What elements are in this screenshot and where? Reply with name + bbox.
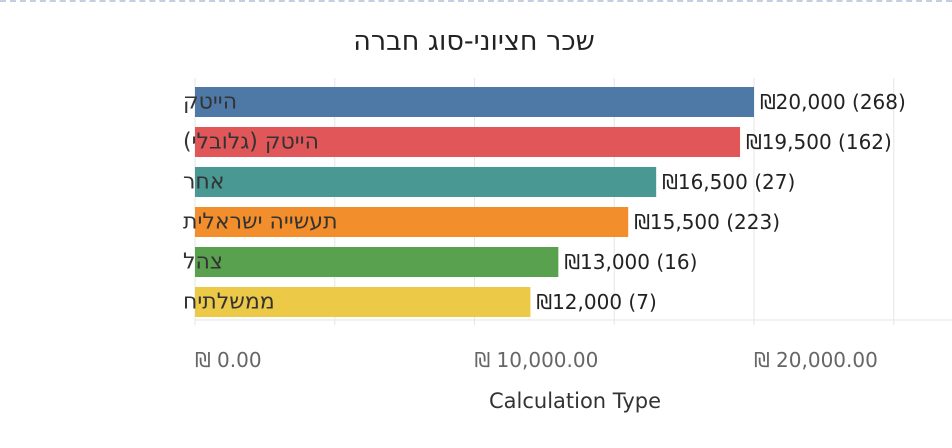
x-axis-title: Calculation Type: [489, 389, 661, 413]
x-tick-label: ₪ 20,000.00: [754, 348, 878, 372]
bar: [195, 287, 531, 317]
bar: [195, 87, 754, 117]
bar: [195, 167, 657, 197]
data-label: ₪19,500 (162): [746, 130, 892, 154]
data-label: ₪20,000 (268): [760, 90, 906, 114]
data-label: ₪15,500 (223): [634, 210, 780, 234]
grid-lines: [194, 78, 952, 325]
x-axis-ticks: ₪ 0.00 ₪ 10,000.00 ₪ 20,000.00: [195, 348, 878, 372]
data-label: ₪13,000 (16): [564, 250, 697, 274]
x-tick-label: ₪ 10,000.00: [475, 348, 599, 372]
category-label: תעשייה ישראלית: [183, 210, 338, 235]
bar: [195, 127, 741, 157]
category-label: אחר: [183, 170, 225, 195]
category-label: צהל: [183, 250, 223, 275]
chart-title: שכר חציוני-סוג חברה: [353, 26, 595, 57]
x-tick-label: ₪ 0.00: [195, 348, 262, 372]
category-label: הייטק (גלובלי): [183, 130, 319, 155]
bars: [195, 87, 754, 317]
top-dashed-border: [0, 0, 952, 2]
category-labels: הייטק הייטק (גלובלי) אחר תעשייה ישראלית צהל מ…: [183, 90, 338, 315]
category-label: הייטק: [183, 90, 237, 115]
bar: [195, 207, 629, 237]
bar: [195, 247, 559, 277]
data-labels: ₪20,000 (268) ₪19,500 (162) ₪16,500 (27) ₪1…: [536, 90, 905, 314]
category-label: ממשלתיח: [183, 290, 275, 315]
data-label: ₪16,500 (27): [662, 170, 795, 194]
data-label: ₪12,000 (7): [536, 290, 656, 314]
